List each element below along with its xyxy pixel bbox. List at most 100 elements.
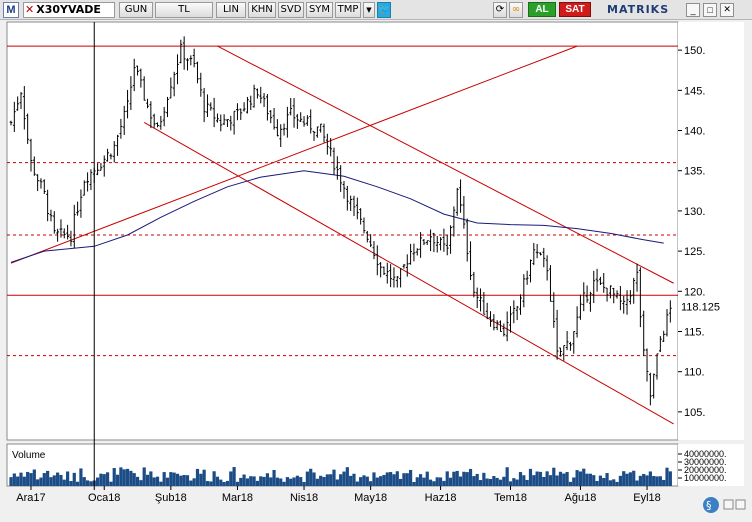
sym-button[interactable]: SYM xyxy=(306,1,333,18)
close-icon[interactable]: ✕ xyxy=(720,2,735,17)
volume-axis-panel xyxy=(678,444,744,486)
symbol-field[interactable]: ✕ X30YVADE xyxy=(23,1,115,18)
volume-bar-167 xyxy=(562,473,566,486)
volume-bar-38 xyxy=(132,473,136,486)
volume-bar-179 xyxy=(602,477,606,486)
volume-bar-115 xyxy=(389,472,393,486)
volume-bar-186 xyxy=(625,473,629,486)
template-dropdown[interactable]: ▼ xyxy=(363,1,375,18)
volume-bar-39 xyxy=(135,476,140,486)
volume-bar-146 xyxy=(492,476,496,486)
volume-bar-33 xyxy=(115,474,120,486)
time-tick-label-2: Oca18 xyxy=(88,492,120,504)
volume-bars xyxy=(9,467,672,486)
volume-bar-118 xyxy=(399,478,403,486)
maximize-icon[interactable]: □ xyxy=(703,2,718,17)
sync-icon[interactable]: § xyxy=(706,499,712,512)
volume-bar-144 xyxy=(485,478,489,486)
linear-scale-button[interactable]: LIN xyxy=(216,1,246,18)
volume-bar-72 xyxy=(245,478,250,486)
volume-bar-1 xyxy=(9,477,13,486)
volume-bar-58 xyxy=(199,473,203,486)
volume-bar-155 xyxy=(522,475,526,486)
twitter-icon[interactable]: 🐦 xyxy=(377,1,391,18)
volume-bar-102 xyxy=(345,467,349,486)
volume-bar-30 xyxy=(105,472,110,486)
volume-bar-191 xyxy=(642,473,646,486)
scroll-right-icon[interactable] xyxy=(735,499,746,510)
volume-bar-138 xyxy=(465,472,469,486)
volume-bar-100 xyxy=(339,474,343,486)
period-button[interactable]: GUN xyxy=(119,1,153,18)
volume-bar-19 xyxy=(69,481,73,486)
volume-bar-85 xyxy=(289,478,293,486)
volume-bar-119 xyxy=(402,473,406,486)
volume-bar-113 xyxy=(382,474,386,486)
volume-bar-188 xyxy=(632,470,636,486)
volume-bar-132 xyxy=(445,471,449,486)
svd-button[interactable]: SVD xyxy=(278,1,304,18)
time-axis: Ara17 Oca18 Şub18 Mar18 Nis18 May18 Haz18 Tem18… xyxy=(16,486,661,504)
volume-bar-185 xyxy=(622,471,626,486)
volume-bar-82 xyxy=(279,478,283,486)
trendlines xyxy=(10,45,674,425)
volume-tick-label-4: 10000000. xyxy=(684,473,727,483)
link-icon[interactable]: ∞ xyxy=(509,1,523,18)
sell-button[interactable]: SAT xyxy=(559,2,591,17)
app-logo: M xyxy=(3,1,19,18)
volume-bar-140 xyxy=(472,476,476,486)
volume-bar-41 xyxy=(142,467,146,486)
volume-bar-166 xyxy=(558,471,563,486)
volume-bar-136 xyxy=(458,476,463,486)
template-button[interactable]: TMP xyxy=(335,1,361,18)
volume-label: Volume xyxy=(12,450,46,461)
volume-bar-158 xyxy=(532,475,536,486)
volume-bar-77 xyxy=(262,476,266,486)
volume-bar-87 xyxy=(295,475,299,486)
volume-bar-35 xyxy=(122,469,126,486)
price-tick-label-115: 115. xyxy=(684,326,705,338)
volume-bar-4 xyxy=(19,472,23,486)
volume-bar-195 xyxy=(655,476,659,486)
volume-bar-12 xyxy=(46,470,50,486)
close-symbol-icon[interactable]: ✕ xyxy=(25,3,35,16)
volume-bar-2 xyxy=(12,473,16,486)
chevron-down-icon: ▼ xyxy=(366,5,372,14)
price-tick-label-145: 145. xyxy=(684,85,705,97)
volume-bar-171 xyxy=(575,470,579,486)
volume-bar-154 xyxy=(518,472,523,486)
volume-bar-164 xyxy=(552,467,556,486)
volume-bar-9 xyxy=(36,479,40,486)
price-axis-panel xyxy=(678,22,744,440)
ohlc-bars xyxy=(9,36,672,406)
scroll-control[interactable]: § xyxy=(703,497,746,513)
volume-bar-6 xyxy=(26,471,30,486)
volume-tick-label-2: 30000000. xyxy=(684,457,727,467)
refresh-icon[interactable]: ⟳ xyxy=(493,1,507,18)
buy-button[interactable]: AL xyxy=(528,2,556,17)
volume-bar-21 xyxy=(76,481,80,486)
volume-bar-43 xyxy=(149,471,153,486)
price-chart[interactable]: 105. 110. 115. 120. 125. 130. 135. 140. 145. 150.… xyxy=(0,20,752,522)
volume-bar-152 xyxy=(512,478,516,486)
volume-bar-159 xyxy=(535,471,539,486)
brand-logo: MATRIKS xyxy=(607,3,670,16)
time-tick-label-7: Haz18 xyxy=(425,492,457,504)
volume-bar-197 xyxy=(662,479,666,486)
volume-bar-63 xyxy=(215,476,220,486)
volume-bar-122 xyxy=(412,481,416,486)
volume-bar-29 xyxy=(102,474,106,486)
volume-bar-109 xyxy=(369,481,373,486)
minimize-icon[interactable]: _ xyxy=(686,2,701,17)
volume-bar-194 xyxy=(652,476,656,486)
volume-bar-163 xyxy=(548,475,553,486)
moving-average-layer xyxy=(10,170,664,263)
volume-bar-17 xyxy=(62,479,66,486)
scroll-left-icon[interactable] xyxy=(723,499,734,510)
volume-bar-181 xyxy=(608,480,612,486)
volume-bar-31 xyxy=(109,481,113,486)
volume-bar-120 xyxy=(405,473,409,486)
khn-button[interactable]: KHN xyxy=(248,1,276,18)
volume-bar-131 xyxy=(442,480,446,486)
currency-button[interactable]: TL xyxy=(155,1,213,18)
